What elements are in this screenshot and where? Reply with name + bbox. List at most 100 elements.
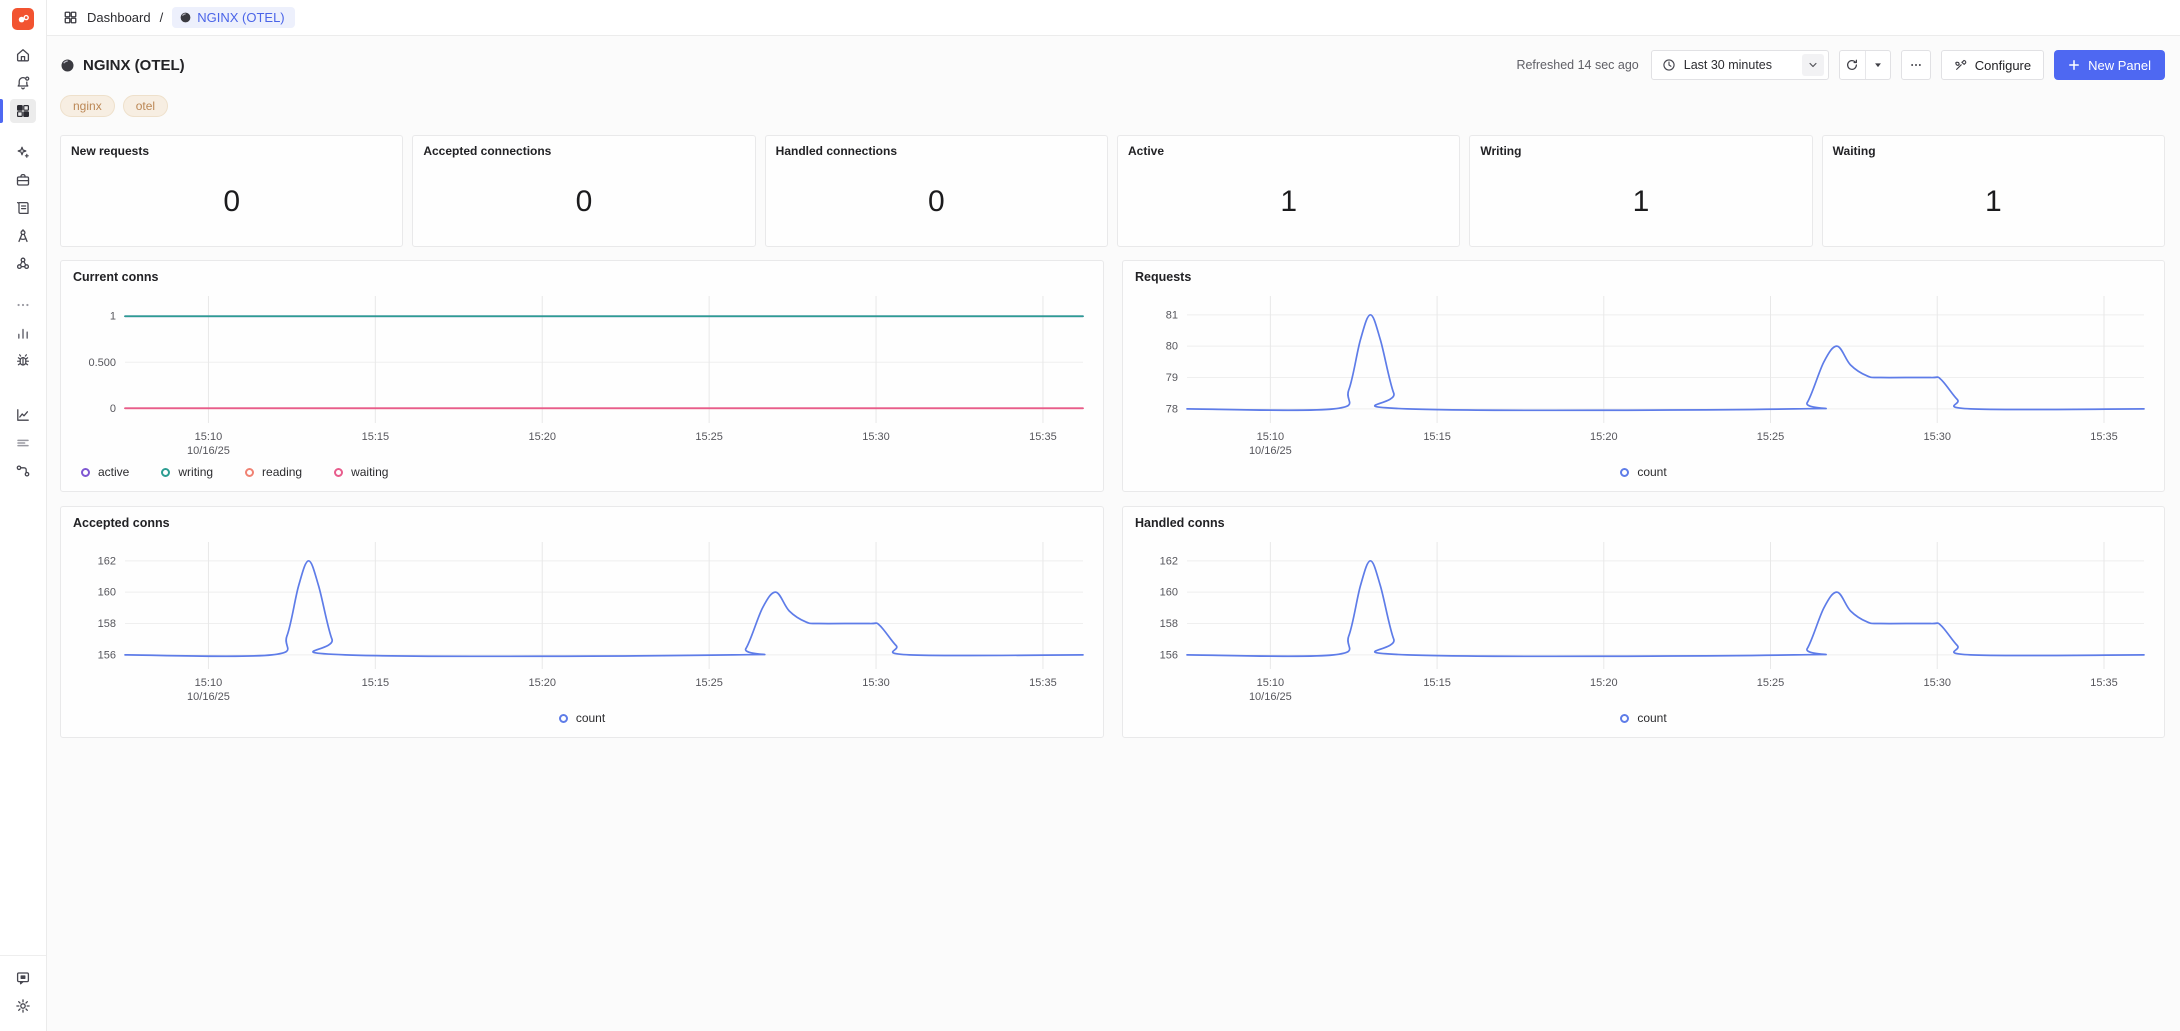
new-panel-button[interactable]: New Panel <box>2054 50 2165 80</box>
legend-item-count[interactable]: count <box>1620 465 1667 479</box>
legend-ring-icon <box>81 467 90 477</box>
chart-legend: count <box>1135 459 2152 485</box>
legend-item-reading[interactable]: reading <box>245 465 302 479</box>
svg-text:158: 158 <box>98 618 116 630</box>
time-range-select[interactable]: Last 30 minutes <box>1650 50 1829 80</box>
stat-panel-new-requests[interactable]: New requests 0 <box>60 135 404 247</box>
configure-tools-icon <box>1954 58 1968 72</box>
chart-legend: count <box>1135 705 2152 731</box>
bug-icon <box>10 349 36 373</box>
sidebar-item-home[interactable] <box>0 42 47 68</box>
svg-text:15:30: 15:30 <box>862 677 890 689</box>
sidebar-item-services[interactable] <box>0 139 47 165</box>
legend-item-count[interactable]: count <box>558 711 606 725</box>
more-options-button[interactable] <box>1900 50 1931 80</box>
sparkle-icon <box>10 140 36 164</box>
sidebar-item-more[interactable] <box>0 292 47 318</box>
stat-panel-accepted-connections[interactable]: Accepted connections 0 <box>412 135 756 247</box>
list-lines-icon <box>10 431 36 455</box>
bar-chart-icon <box>10 321 36 345</box>
breadcrumb-bar: Dashboard / NGINX (OTEL) <box>47 0 2180 36</box>
chart-panel-accepted-conns[interactable]: Accepted conns 156 158 160 162 15:10 10/16/25… <box>60 506 1104 738</box>
chart-title: Handled conns <box>1135 516 1225 530</box>
sidebar-item-exceptions[interactable] <box>0 348 47 374</box>
sidebar-item-alerts[interactable] <box>0 70 47 96</box>
svg-text:15:25: 15:25 <box>1757 677 1785 689</box>
svg-text:15:30: 15:30 <box>862 431 890 443</box>
svg-text:15:30: 15:30 <box>1923 677 1951 689</box>
legend-item-active[interactable]: active <box>81 465 129 479</box>
sidebar-item-dashboards-list[interactable] <box>0 402 47 428</box>
chart-plot-area: 156 158 160 162 15:10 10/16/25 15:15 15:20 15:25… <box>73 530 1091 705</box>
sidebar-item-infra[interactable] <box>0 251 47 277</box>
svg-text:15:20: 15:20 <box>1590 677 1618 689</box>
chart-title: Requests <box>1135 270 1192 284</box>
tag-otel: otel <box>122 95 169 117</box>
legend-label: count <box>1637 465 1667 479</box>
globe-icon <box>60 58 75 73</box>
chart-panel-current-conns[interactable]: Current conns 0 0.500 1 15:10 10/16/25 15:15 1… <box>60 260 1104 492</box>
legend-ring-icon <box>1620 713 1630 723</box>
legend-label: active <box>98 465 130 479</box>
svg-text:78: 78 <box>1166 403 1178 415</box>
svg-text:15:30: 15:30 <box>1923 431 1951 443</box>
svg-text:15:35: 15:35 <box>1029 431 1057 443</box>
signoz-logo[interactable] <box>12 8 34 30</box>
stat-value: 0 <box>223 185 240 218</box>
breadcrumb-current-pill[interactable]: NGINX (OTEL) <box>172 7 295 28</box>
chart-panel-requests[interactable]: Requests 78 79 80 81 15:10 10/16/25 15:15 15:20… <box>1122 260 2165 492</box>
chart-panel-handled-conns[interactable]: Handled conns 156 158 160 162 15:10 10/16/25 1… <box>1122 506 2165 738</box>
sidebar-item-pipelines[interactable] <box>0 430 47 456</box>
stat-panel-waiting[interactable]: Waiting 1 <box>1821 135 2165 247</box>
legend-ring-icon <box>1620 467 1630 477</box>
sidebar-item-metrics[interactable] <box>0 320 47 346</box>
gear-icon <box>10 994 36 1018</box>
svg-text:15:25: 15:25 <box>695 677 723 689</box>
refresh-button[interactable] <box>1840 51 1865 79</box>
sidebar-bottom <box>0 955 46 1031</box>
globe-icon <box>179 11 192 24</box>
sidebar-item-dashboards[interactable] <box>0 98 47 124</box>
svg-text:160: 160 <box>1160 587 1178 599</box>
refresh-button-group <box>1838 50 1891 80</box>
breadcrumb-dashboard-link[interactable]: Dashboard <box>87 10 151 25</box>
refresh-caret-button[interactable] <box>1864 51 1890 79</box>
legend-item-count[interactable]: count <box>1620 711 1667 725</box>
page-header: NGINX (OTEL) Refreshed 14 sec ago Last 3… <box>60 50 2165 80</box>
chart-svg: 0 0.500 1 15:10 10/16/25 15:15 15:20 15:25 15:30… <box>88 296 1084 457</box>
configure-button[interactable]: Configure <box>1940 50 2045 80</box>
legend-label: count <box>575 711 606 725</box>
svg-text:15:10: 15:10 <box>1257 431 1285 443</box>
chart-title: Current conns <box>73 270 159 284</box>
sidebar-item-workflows[interactable] <box>0 458 47 484</box>
stat-panel-writing[interactable]: Writing 1 <box>1469 135 1813 247</box>
legend-item-writing[interactable]: writing <box>161 465 213 479</box>
stat-value: 1 <box>1632 185 1650 218</box>
sidebar-item-explorer[interactable] <box>0 223 47 249</box>
svg-text:15:35: 15:35 <box>2090 431 2118 443</box>
sidebar-item-logs[interactable] <box>0 195 47 221</box>
sidebar-item-support[interactable] <box>0 965 47 991</box>
svg-text:15:15: 15:15 <box>362 677 390 689</box>
line-chart-icon <box>10 403 36 427</box>
svg-text:0: 0 <box>110 403 116 415</box>
stat-panel-active[interactable]: Active 1 <box>1117 135 1461 247</box>
clock-icon <box>1662 58 1676 72</box>
flow-icon <box>10 459 36 483</box>
legend-item-waiting[interactable]: waiting <box>334 465 388 479</box>
svg-text:15:15: 15:15 <box>1423 677 1451 689</box>
stat-label: New requests <box>71 144 150 158</box>
chart-legend: active writing reading waiting <box>73 459 1091 485</box>
stat-label: Handled connections <box>775 144 898 158</box>
stat-panels-row: New requests 0 Accepted connections 0 Ha… <box>60 135 2165 247</box>
chart-plot-area: 156 158 160 162 15:10 10/16/25 15:15 15:20 15:25… <box>1135 530 2152 705</box>
chart-panels-grid: Current conns 0 0.500 1 15:10 10/16/25 15:15 1… <box>60 260 2165 738</box>
stat-value: 1 <box>1280 185 1297 218</box>
breadcrumb-current-label: NGINX (OTEL) <box>197 10 285 25</box>
stat-label: Writing <box>1480 144 1522 158</box>
svg-text:162: 162 <box>1160 555 1178 567</box>
sidebar-item-settings[interactable] <box>0 993 47 1019</box>
sidebar-item-traces[interactable] <box>0 167 47 193</box>
stat-panel-handled-connections[interactable]: Handled connections 0 <box>764 135 1108 247</box>
svg-text:81: 81 <box>1166 309 1178 321</box>
